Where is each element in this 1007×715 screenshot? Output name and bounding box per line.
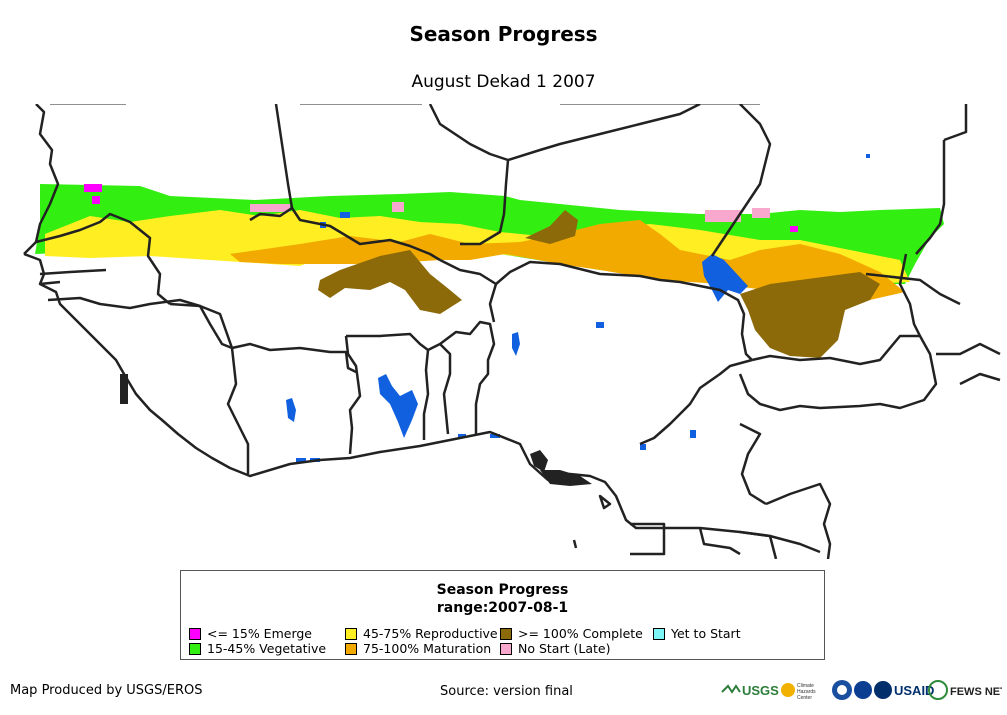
- legend-item-vegetative: 15-45% Vegetative: [189, 642, 326, 656]
- svg-text:USAID: USAID: [894, 683, 934, 698]
- legend: Season Progress range:2007-08-1 <= 15% E…: [180, 570, 825, 660]
- svg-text:FEWS NET: FEWS NET: [950, 686, 1002, 698]
- svg-text:Hazards: Hazards: [797, 689, 816, 695]
- usgs-logo: USGS: [721, 683, 779, 698]
- chc-logo: Climate Hazards Center: [781, 683, 816, 701]
- nasa-logo: [854, 681, 872, 699]
- legend-swatch: [500, 643, 512, 655]
- map-title: Season Progress: [409, 22, 598, 46]
- legend-swatch: [500, 628, 512, 640]
- noaa-logo: [832, 680, 852, 700]
- season-progress-map: [23, 104, 1001, 559]
- source-text: Source: version final: [440, 684, 573, 699]
- legend-item-maturation: 75-100% Maturation: [345, 642, 491, 656]
- legend-item-complete: >= 100% Complete: [500, 627, 643, 641]
- coast-islands: [120, 374, 592, 486]
- legend-title-line2: range:2007-08-1: [436, 600, 569, 616]
- country-borders: [23, 104, 1001, 559]
- map-subtitle: August Dekad 1 2007: [411, 72, 596, 92]
- emerge-and-late-patches: [84, 184, 798, 232]
- legend-swatch: [345, 643, 357, 655]
- svg-text:USGS: USGS: [742, 683, 779, 698]
- usaid-logo: USAID: [874, 681, 934, 699]
- legend-swatch: [653, 628, 665, 640]
- legend-swatch: [189, 643, 201, 655]
- fewsnet-logo: FEWS NET: [928, 680, 1002, 700]
- legend-swatch: [189, 628, 201, 640]
- legend-item-yet-to-start: Yet to Start: [653, 627, 741, 641]
- legend-item-no-start: No Start (Late): [500, 642, 610, 656]
- legend-item-reproductive: 45-75% Reproductive: [345, 627, 498, 641]
- legend-item-emerge: <= 15% Emerge: [189, 627, 312, 641]
- legend-title-line1: Season Progress: [436, 582, 569, 598]
- legend-swatch: [345, 628, 357, 640]
- credit-text: Map Produced by USGS/EROS: [10, 683, 203, 698]
- legend-title: Season Progress range:2007-08-1: [181, 581, 824, 617]
- complete-areas: [318, 210, 880, 358]
- svg-text:Center: Center: [797, 695, 812, 701]
- svg-text:Climate: Climate: [797, 683, 814, 689]
- partner-logos: USGS Climate Hazards Center USAID FEWS N…: [721, 680, 1002, 701]
